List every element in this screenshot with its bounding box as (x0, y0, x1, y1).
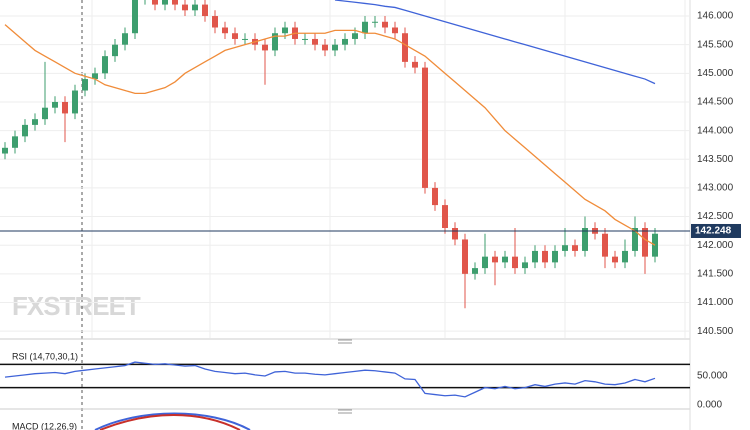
candle-body (542, 250, 548, 263)
y-tick-label: 141.500 (697, 268, 734, 279)
candle-body (52, 101, 58, 108)
candle-body (572, 245, 578, 251)
candle-body (182, 4, 188, 11)
candle-body (132, 0, 138, 34)
y-tick-label: 145.000 (697, 68, 734, 79)
candle-body (152, 0, 158, 5)
y-tick-label: 144.500 (697, 97, 734, 108)
candle-body (462, 239, 468, 274)
candle-body (222, 27, 228, 34)
candle-body (282, 27, 288, 34)
candle-body (82, 79, 88, 91)
indicator-line (4, 361, 656, 398)
candle-body (402, 33, 408, 62)
candle-body (172, 0, 178, 5)
grip[interactable] (338, 409, 352, 414)
y-tick-label: 0.000 (697, 400, 722, 411)
candle-body (122, 33, 128, 45)
grip[interactable] (338, 339, 352, 344)
candle-body (482, 256, 488, 269)
candle-body (12, 136, 18, 148)
indicator-title: MACD (12,26,9) (12, 421, 77, 430)
candle-body (412, 61, 418, 68)
indicator-title: RSI (14,70,30,1) (12, 351, 78, 361)
y-tick-label: 145.500 (697, 39, 734, 50)
y-tick-label: 142.500 (697, 211, 734, 222)
watermark: FXSTREET (12, 291, 141, 321)
candle-body (392, 27, 398, 34)
candle-body (322, 44, 328, 51)
candle-body (642, 228, 648, 257)
y-tick-label: 142.000 (697, 240, 734, 251)
candle-body (102, 56, 108, 74)
candle-body (472, 268, 478, 274)
candle-body (622, 250, 628, 263)
candle-body (2, 147, 8, 154)
candle-body (632, 228, 638, 251)
candle-body (502, 256, 508, 263)
moving-average (334, 0, 656, 85)
y-tick-label: 143.500 (697, 154, 734, 165)
candle-body (302, 38, 308, 40)
candle-body (262, 44, 268, 51)
candle-body (372, 21, 378, 23)
candle-body (442, 205, 448, 229)
candle-body (382, 21, 388, 28)
candle-body (602, 233, 608, 257)
candle-body (362, 21, 368, 34)
candle-body (492, 256, 498, 263)
candle-body (242, 38, 248, 40)
macd-signal (99, 414, 241, 430)
candle-body (62, 101, 68, 114)
candle-body (522, 262, 528, 269)
candle-body (342, 38, 348, 45)
candle-body (532, 250, 538, 263)
candle-body (352, 33, 358, 39)
last-price-box (691, 223, 741, 238)
y-tick-label: 141.000 (697, 297, 734, 308)
candle-body (332, 44, 338, 51)
candle-body (202, 4, 208, 17)
candle-body (452, 228, 458, 240)
last-price-label: 142.248 (695, 226, 732, 237)
candle-body (612, 256, 618, 263)
y-tick-label: 50.000 (697, 371, 728, 382)
candle-body (192, 4, 198, 11)
candle-body (22, 124, 28, 137)
candle-body (582, 228, 588, 251)
y-tick-label: 146.000 (697, 11, 734, 22)
candle-body (212, 16, 218, 28)
macd-line (94, 412, 251, 430)
candle-body (422, 67, 428, 188)
y-tick-label: 144.000 (697, 125, 734, 136)
candle-body (232, 33, 238, 39)
candle-body (562, 245, 568, 251)
candle-body (42, 107, 48, 120)
candle-body (162, 0, 168, 5)
candle-body (552, 250, 558, 263)
candle-body (312, 38, 318, 45)
y-tick-label: 143.000 (697, 183, 734, 194)
candle-body (92, 73, 98, 80)
candle-body (272, 33, 278, 51)
moving-average (4, 24, 656, 246)
candle-body (512, 256, 518, 269)
y-tick-label: 140.500 (697, 326, 734, 337)
candle-body (32, 119, 38, 125)
candle-body (72, 90, 78, 114)
candle-body (112, 44, 118, 57)
candle-body (432, 187, 438, 206)
